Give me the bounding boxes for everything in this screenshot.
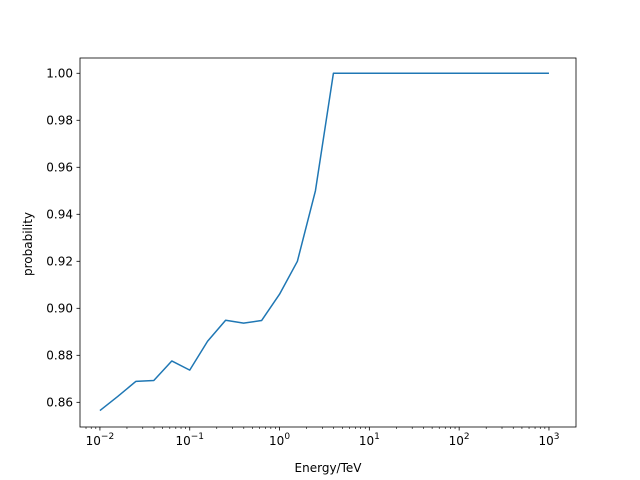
plot-frame (79, 57, 577, 428)
x-tick-label: 102 (449, 432, 470, 448)
y-tick-label: 0.94 (46, 207, 73, 221)
x-axis-label: Energy/TeV (295, 461, 363, 475)
y-tick-label: 0.90 (46, 301, 73, 315)
x-tick-label: 10−1 (175, 432, 204, 448)
y-tick-label: 0.88 (46, 348, 73, 362)
y-axis-label: probability (21, 212, 35, 276)
x-tick-label: 100 (269, 432, 290, 448)
plot-area (99, 72, 549, 412)
x-tick-label: 101 (359, 432, 380, 448)
y-tick-label: 0.86 (46, 395, 73, 409)
y-tick-label: 1.00 (46, 66, 73, 80)
x-tick-label: 10−2 (86, 432, 115, 448)
y-tick-label: 0.92 (46, 254, 73, 268)
y-axis-ticks: 0.86 0.88 0.90 0.92 0.94 0.96 0.98 1.00 (46, 66, 80, 409)
series-line (99, 72, 549, 412)
x-axis-ticks: 10−2 10−1 100 101 102 103 (86, 427, 559, 448)
y-tick-label: 0.98 (46, 113, 73, 127)
y-tick-label: 0.96 (46, 160, 73, 174)
x-tick-label: 103 (538, 432, 559, 448)
